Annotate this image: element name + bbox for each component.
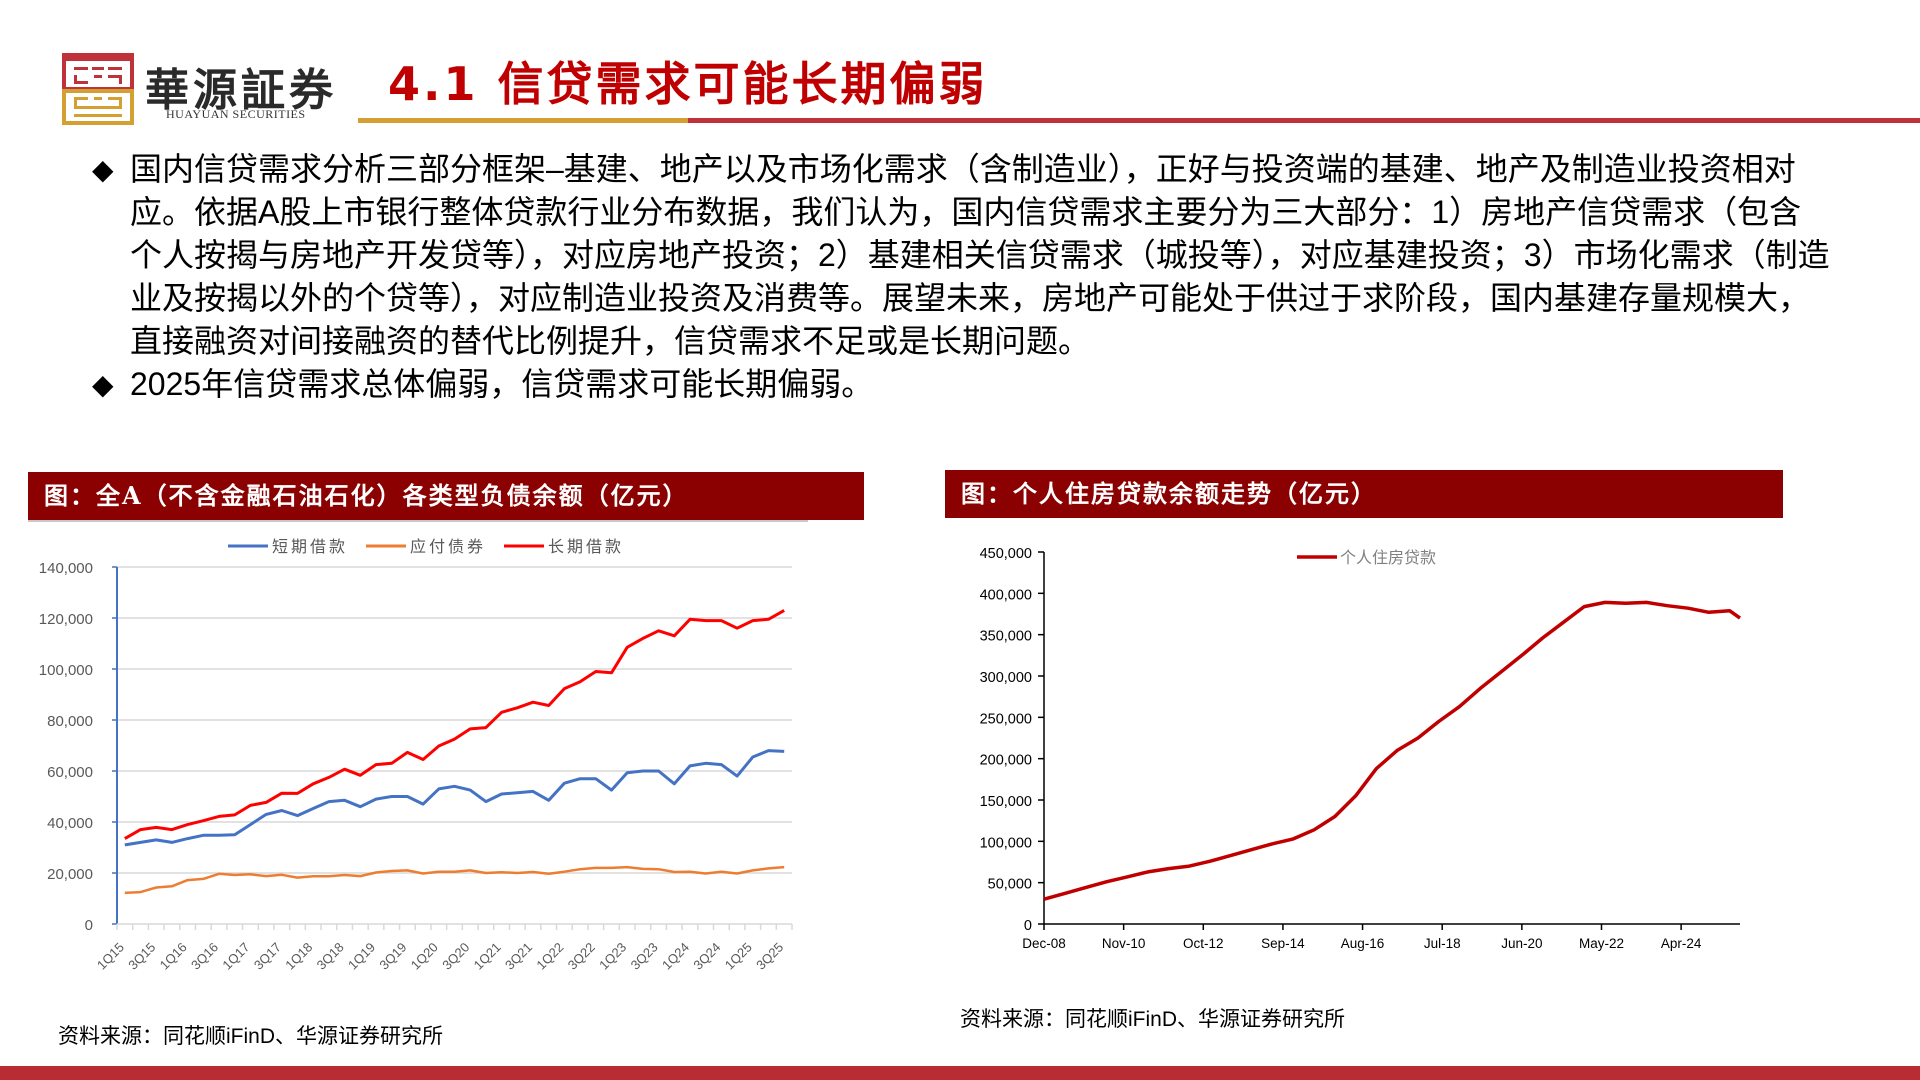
y-tick-label: 0 <box>1024 918 1032 934</box>
x-tick-label: 3Q20 <box>439 940 472 973</box>
x-tick-label: 1Q24 <box>659 940 692 973</box>
x-tick-label: 3Q16 <box>188 940 221 973</box>
y-tick-label: 300,000 <box>980 670 1032 686</box>
series-line <box>124 609 785 840</box>
y-tick-label: 140,000 <box>39 560 93 577</box>
x-tick-label: 1Q17 <box>219 940 252 973</box>
left-figure-underline <box>28 520 808 522</box>
right-figure-source: 资料来源：同花顺iFinD、华源证券研究所 <box>960 1008 1346 1031</box>
x-tick-label: Oct-12 <box>1183 936 1224 951</box>
y-tick-label: 120,000 <box>39 611 93 628</box>
y-tick-label: 60,000 <box>47 764 93 781</box>
y-tick-label: 80,000 <box>47 713 93 730</box>
x-tick-label: 3Q23 <box>628 940 661 973</box>
y-tick-label: 100,000 <box>980 835 1032 851</box>
x-tick-label: 3Q22 <box>565 940 598 973</box>
x-tick-label: 1Q25 <box>722 940 755 973</box>
legend-label: 个人住房贷款 <box>1340 549 1436 567</box>
legend-label: 长期借款 <box>548 538 624 556</box>
x-tick-label: 1Q16 <box>157 940 190 973</box>
series-line <box>1043 600 1742 901</box>
x-tick-label: Jun-20 <box>1501 936 1542 951</box>
x-tick-label: Nov-10 <box>1102 936 1146 951</box>
x-tick-label: Dec-08 <box>1022 936 1066 951</box>
x-tick-label: 1Q22 <box>533 940 566 973</box>
x-tick-label: 3Q24 <box>690 940 723 973</box>
y-tick-label: 200,000 <box>980 753 1032 769</box>
x-tick-label: 3Q18 <box>314 940 347 973</box>
y-tick-label: 400,000 <box>980 587 1032 603</box>
x-tick-label: 3Q25 <box>753 940 786 973</box>
y-tick-label: 250,000 <box>980 711 1032 727</box>
x-tick-label: Sep-14 <box>1261 936 1305 951</box>
x-tick-label: 1Q21 <box>471 940 504 973</box>
x-tick-label: 1Q20 <box>408 940 441 973</box>
left-line-chart: 0 20,000 40,000 60,000 80,000 100,000 120,000 1… <box>39 537 793 973</box>
footer-bar <box>0 1066 1920 1080</box>
bullet-text: 国内信贷需求分析三部分框架–基建、地产以及市场化需求（含制造业），正好与投资端的… <box>130 151 1830 359</box>
x-tick-label: Aug-16 <box>1341 936 1385 951</box>
body-text: ◆ 国内信贷需求分析三部分框架–基建、地产以及市场化需求（含制造业），正好与投资… <box>92 148 1832 406</box>
x-tick-label: Jul-18 <box>1424 936 1461 951</box>
y-tick-label: 150,000 <box>980 794 1032 810</box>
x-tick-label: 3Q15 <box>125 940 158 973</box>
x-tick-label: May-22 <box>1579 936 1624 951</box>
huayuan-logo-icon <box>62 53 134 125</box>
legend-label: 短期借款 <box>272 538 348 556</box>
x-tick-label: 1Q19 <box>345 940 378 973</box>
right-line-chart: 0 50,000 100,000 150,000 200,000 250,000 300,0… <box>980 546 1742 951</box>
x-tick-label: Apr-24 <box>1661 936 1702 951</box>
y-tick-label: 0 <box>85 917 93 934</box>
x-tick-label: 1Q18 <box>282 940 315 973</box>
y-tick-label: 350,000 <box>980 629 1032 645</box>
y-tick-label: 20,000 <box>47 866 93 883</box>
series-line <box>124 749 785 847</box>
header-divider-red <box>688 118 1920 123</box>
y-tick-label: 100,000 <box>39 662 93 679</box>
y-tick-label: 40,000 <box>47 815 93 832</box>
left-figure-title: 图：全A（不含金融石油石化）各类型负债余额（亿元） <box>28 472 864 520</box>
left-figure-source: 资料来源：同花顺iFinD、华源证券研究所 <box>58 1025 444 1048</box>
x-tick-label: 3Q17 <box>251 940 284 973</box>
x-tick-label: 3Q21 <box>502 940 535 973</box>
bullet-item: ◆ 国内信贷需求分析三部分框架–基建、地产以及市场化需求（含制造业），正好与投资… <box>92 148 1832 363</box>
x-tick-label: 1Q23 <box>596 940 629 973</box>
brand-name: 華源証券 <box>145 65 337 116</box>
y-tick-label: 450,000 <box>980 546 1032 562</box>
legend-label: 应付债券 <box>410 537 486 556</box>
page-title: 4.1 信贷需求可能长期偏弱 <box>388 57 988 111</box>
series-line <box>124 865 785 895</box>
diamond-bullet-icon: ◆ <box>92 154 114 185</box>
bullet-item: ◆ 2025年信贷需求总体偏弱，信贷需求可能长期偏弱。 <box>92 363 1832 406</box>
right-figure-title: 图：个人住房贷款余额走势（亿元） <box>945 470 1783 518</box>
brand-subtitle: HUAYUAN SECURITIES <box>166 107 306 121</box>
x-tick-label: 3Q19 <box>376 940 409 973</box>
header-divider-gold <box>358 118 688 123</box>
y-tick-label: 50,000 <box>988 877 1032 893</box>
x-tick-label: 1Q15 <box>94 940 127 973</box>
bullet-text: 2025年信贷需求总体偏弱，信贷需求可能长期偏弱。 <box>130 366 874 402</box>
diamond-bullet-icon: ◆ <box>92 369 114 400</box>
